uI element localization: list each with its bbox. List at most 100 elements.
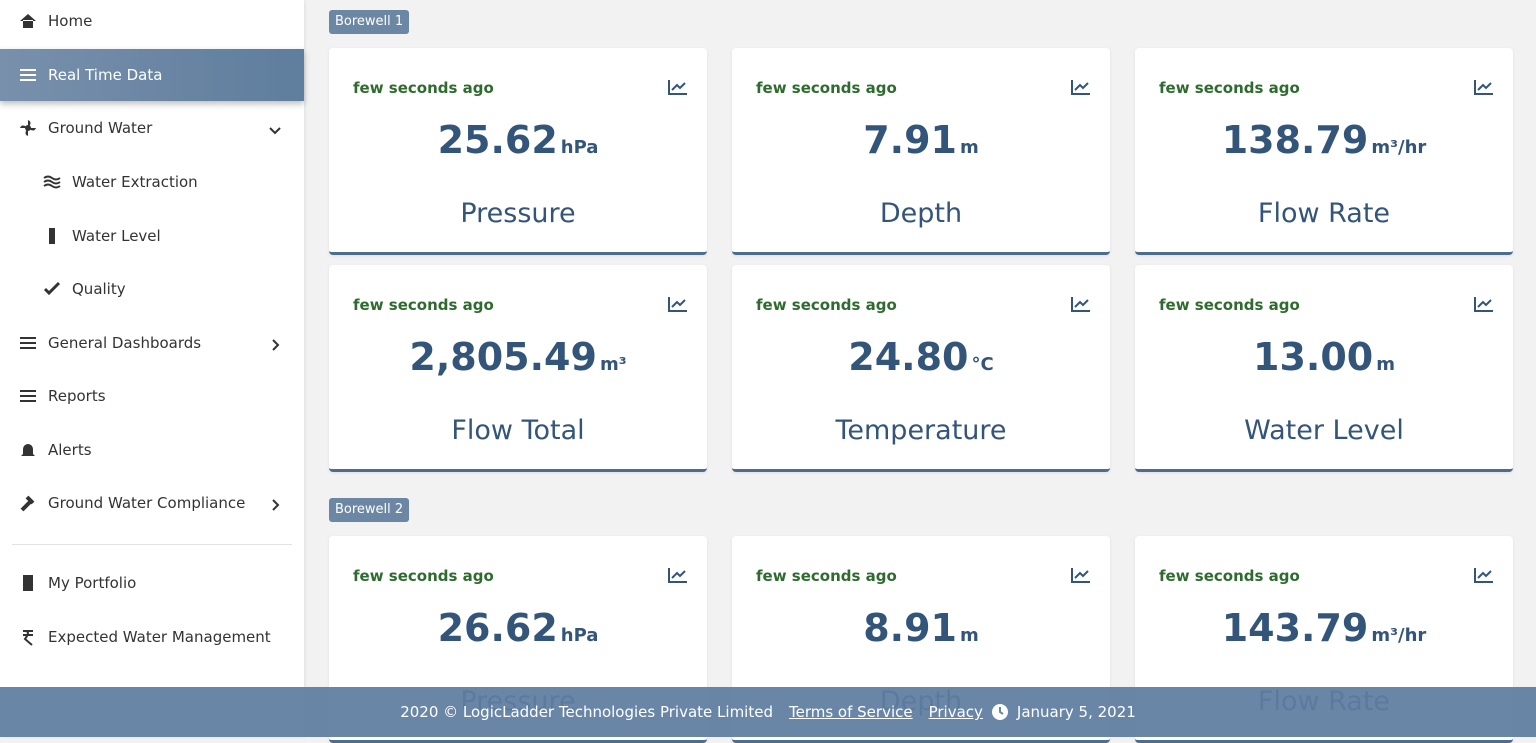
metric-value: 138.79 — [1221, 118, 1369, 162]
date: January 5, 2021 — [1016, 703, 1136, 721]
metric-label: Flow Rate — [1257, 198, 1391, 229]
trend-icon[interactable] — [667, 78, 689, 96]
trend-icon[interactable] — [1070, 566, 1092, 584]
nav-icon — [23, 575, 33, 591]
metric-unit: m — [1376, 354, 1395, 375]
nav-label: My Portfolio — [48, 574, 137, 592]
metric-value: 24.80 — [848, 335, 969, 379]
trend-icon[interactable] — [1070, 295, 1092, 313]
divider — [12, 544, 292, 545]
clock-icon — [991, 704, 1008, 720]
nav-icon — [23, 630, 33, 646]
nav-label: General Dashboards — [48, 334, 202, 352]
metric-unit: m³/hr — [1371, 137, 1427, 158]
timestamp: few seconds ago — [353, 296, 494, 314]
metric-value: 2,805.49 — [409, 335, 597, 379]
metric-card: few seconds ago 25.62 hPa Pressure — [329, 48, 707, 255]
timestamp: few seconds ago — [1159, 296, 1300, 314]
trend-icon[interactable] — [1473, 566, 1495, 584]
nav-icon — [43, 281, 61, 296]
timestamp: few seconds ago — [756, 79, 897, 97]
metric-card: few seconds ago 24.80 °C Temperature — [732, 265, 1110, 472]
nav-item[interactable]: General Dashboards — [0, 317, 304, 369]
timestamp: few seconds ago — [353, 567, 494, 585]
main-content: Borewell 1 few seconds ago 25.62 hPa Pressur… — [304, 0, 1536, 743]
nav-item[interactable]: Water Extraction — [0, 156, 304, 208]
value-row: 2,805.49 m³ — [329, 335, 707, 379]
metric-value: 13.00 — [1253, 335, 1374, 379]
nav-label: Reports — [48, 387, 106, 405]
timestamp: few seconds ago — [756, 296, 897, 314]
value-row: 24.80 °C — [732, 335, 1110, 379]
nav-icon — [20, 14, 36, 28]
value-row: 25.62 hPa — [329, 118, 707, 162]
nav-item[interactable]: My Portfolio — [0, 557, 304, 609]
metric-value: 26.62 — [437, 606, 558, 650]
nav-icon — [43, 175, 61, 189]
metric-value: 143.79 — [1221, 606, 1369, 650]
trend-icon[interactable] — [1070, 78, 1092, 96]
metric-card: few seconds ago 13.00 m Water Level — [1135, 265, 1513, 472]
nav-item[interactable]: Expected Water Management — [0, 611, 304, 663]
nav-icon — [20, 495, 35, 512]
privacy-link[interactable]: Privacy — [928, 703, 983, 721]
metric-label: Depth — [879, 198, 963, 229]
nav-label: Alerts — [48, 441, 92, 459]
trend-icon[interactable] — [667, 295, 689, 313]
metric-card: few seconds ago 2,805.49 m³ Flow Total — [329, 265, 707, 472]
metric-value: 7.91 — [863, 118, 957, 162]
trend-icon[interactable] — [1473, 78, 1495, 96]
metric-unit: m³/hr — [1371, 625, 1427, 646]
chevron — [269, 127, 281, 135]
metric-value: 8.91 — [863, 606, 957, 650]
nav-item[interactable]: Water Level — [0, 210, 304, 262]
nav-item[interactable]: Home — [0, 0, 304, 47]
nav-item[interactable]: Real Time Data — [0, 49, 304, 101]
timestamp: few seconds ago — [1159, 567, 1300, 585]
footer: 2020 © LogicLadder Technologies Private … — [0, 687, 1536, 737]
metric-unit: m³ — [599, 354, 627, 375]
metric-label: Temperature — [835, 415, 1007, 446]
value-row: 7.91 m — [732, 118, 1110, 162]
chevron — [272, 499, 280, 511]
nav-item[interactable]: Quality — [0, 263, 304, 315]
nav-label: Ground Water Compliance — [48, 494, 246, 512]
nav-item[interactable]: Reports — [0, 370, 304, 422]
value-row: 8.91 m — [732, 606, 1110, 650]
metric-unit: m — [960, 625, 979, 646]
terms-link[interactable]: Terms of Service — [788, 703, 913, 721]
metric-card: few seconds ago 138.79 m³/hr Flow Rate — [1135, 48, 1513, 255]
chevron — [272, 339, 280, 351]
nav-item[interactable]: Ground Water — [0, 102, 304, 154]
metric-label: Water Level — [1244, 415, 1404, 446]
trend-icon[interactable] — [1473, 295, 1495, 313]
nav-label: Home — [48, 12, 93, 30]
nav-label: Ground Water — [48, 119, 153, 137]
nav-icon — [21, 444, 35, 456]
nav-icon — [20, 120, 36, 136]
section-badge: Borewell 1 — [329, 10, 410, 34]
metric-card: few seconds ago 7.91 m Depth — [732, 48, 1110, 255]
value-row: 26.62 hPa — [329, 606, 707, 650]
nav-icon — [20, 390, 36, 402]
metric-unit: °C — [971, 354, 994, 375]
metric-unit: hPa — [560, 625, 599, 646]
timestamp: few seconds ago — [1159, 79, 1300, 97]
nav-label: Water Level — [72, 227, 161, 245]
nav-label: Real Time Data — [48, 66, 163, 84]
nav-label: Quality — [72, 280, 126, 298]
nav-label: Water Extraction — [72, 173, 198, 191]
nav-item[interactable]: Alerts — [0, 424, 304, 476]
metric-label: Pressure — [460, 198, 576, 229]
value-row: 143.79 m³/hr — [1135, 606, 1513, 650]
metric-label: Flow Total — [451, 415, 585, 446]
section-badge: Borewell 2 — [329, 498, 410, 522]
nav-icon — [20, 69, 36, 81]
timestamp: few seconds ago — [756, 567, 897, 585]
value-row: 138.79 m³/hr — [1135, 118, 1513, 162]
nav-item[interactable]: Ground Water Compliance — [0, 477, 304, 529]
sidebar: Home Real Time Data Ground Water Water Extr… — [0, 0, 304, 737]
nav-icon — [20, 337, 36, 349]
trend-icon[interactable] — [667, 566, 689, 584]
